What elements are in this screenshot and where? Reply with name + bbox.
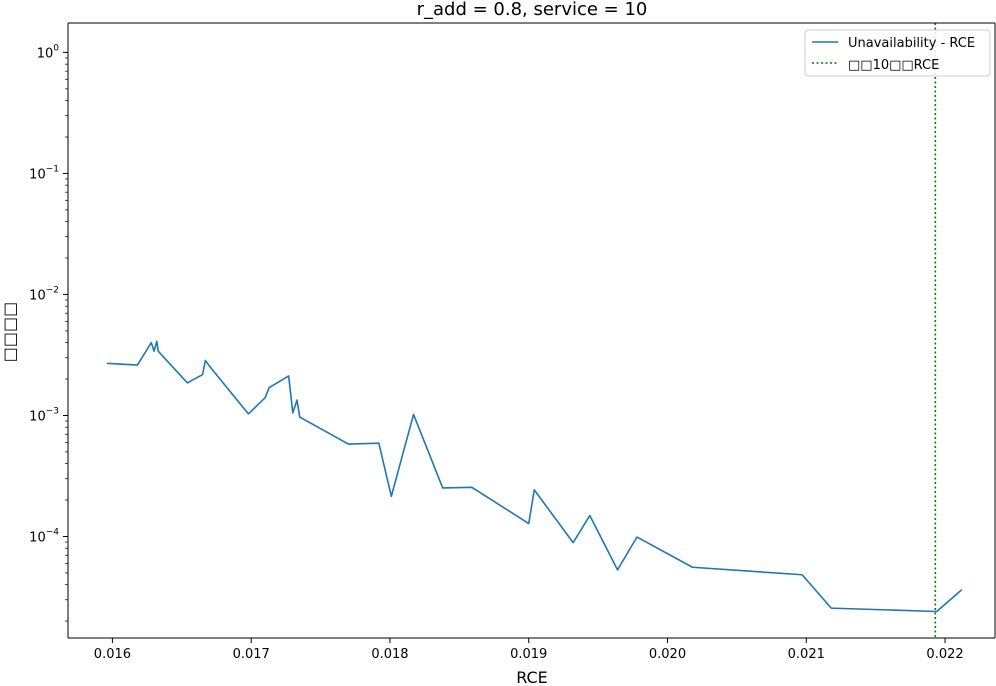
y-axis-ticks: 100 10−1 10−2 10−3 10−4 (29, 43, 68, 622)
chart-title: r_add = 0.8, service = 10 (417, 0, 648, 20)
legend-frame (804, 29, 991, 77)
x-tick-label: 0.016 (94, 647, 131, 662)
y-tick-label: 10−4 (29, 528, 59, 546)
series-layer (106, 23, 963, 638)
x-axis-label: RCE (516, 668, 548, 686)
x-tick-label: 0.020 (649, 647, 686, 662)
legend-label-reference: □□10□□RCE (848, 58, 939, 73)
legend-label-series: Unavailability - RCE (848, 36, 975, 51)
y-tick-label: 10−2 (29, 285, 59, 303)
x-tick-label: 0.017 (233, 647, 270, 662)
x-tick-label: 0.021 (788, 647, 825, 662)
y-axis-label: □□□□ (0, 302, 19, 362)
x-tick-label: 0.018 (371, 647, 408, 662)
y-tick-label: 100 (37, 43, 60, 61)
legend: Unavailability - RCE □□10□□RCE (804, 29, 991, 77)
series-line-0 (106, 340, 963, 613)
x-axis-ticks: 0.016 0.017 0.018 0.019 0.020 0.021 0.022 (94, 638, 964, 662)
axis-spines (67, 22, 996, 639)
y-tick-label: 10−1 (29, 164, 59, 182)
plot-area: 0.016 0.017 0.018 0.019 0.020 0.021 0.022 1001… (29, 22, 996, 662)
x-tick-label: 0.019 (510, 647, 547, 662)
y-tick-label: 10−3 (29, 406, 59, 424)
x-tick-label: 0.022 (926, 647, 963, 662)
